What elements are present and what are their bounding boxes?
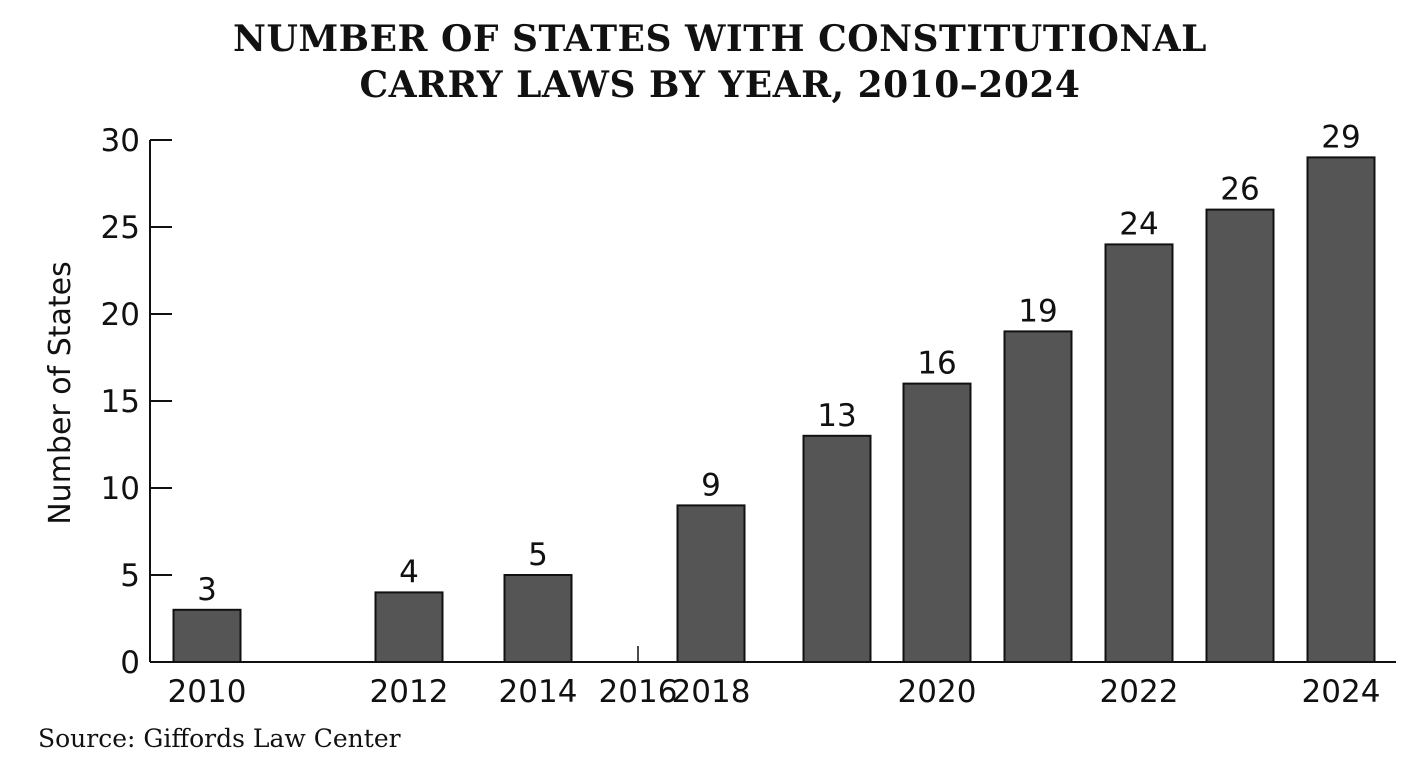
y-tick-label: 0 [120,645,140,681]
data-label-2024: 29 [1321,119,1360,155]
y-tick-label: 20 [101,297,140,333]
x-tick-label-2022: 2022 [1100,674,1179,710]
bar-2019 [802,434,872,663]
x-tick-label-2014: 2014 [499,674,578,710]
x-tick-label-2012: 2012 [370,674,449,710]
data-label-2014: 5 [528,537,548,573]
data-label-2020: 16 [917,346,956,382]
bar-2018 [676,504,746,663]
bar-2022 [1104,243,1174,663]
chart-title-line-2: CARRY LAWS BY YEAR, 2010–2024 [359,64,1081,106]
data-label-2010: 3 [197,572,217,608]
bar-2020 [902,382,972,663]
x-tick-label-2016: 2016 [599,674,678,710]
data-label-2022: 24 [1119,206,1158,242]
data-label-2012: 4 [399,554,419,590]
x-tick-label-2018: 2018 [672,674,751,710]
chart-title: NUMBER OF STATES WITH CONSTITUTIONAL CAR… [0,16,1408,108]
bar-2012 [374,591,444,664]
source-note: Source: Giffords Law Center [38,724,401,753]
y-axis-label: Number of States [43,261,78,525]
bar-2023 [1205,208,1275,663]
data-label-2023: 26 [1220,172,1259,208]
data-label-2018: 9 [701,467,721,503]
y-tick-label: 25 [101,210,140,246]
x-tick-label-2020: 2020 [898,674,977,710]
data-label-2019: 13 [817,398,856,434]
chart-title-line-1: NUMBER OF STATES WITH CONSTITUTIONAL [233,18,1207,60]
y-tick-label: 5 [120,558,140,594]
bar-2024 [1306,156,1376,663]
y-tick-label: 10 [101,471,140,507]
x-tick-label-2010: 2010 [168,674,247,710]
bar-2014 [503,574,573,663]
bar-2010 [172,608,242,663]
y-tick-label: 30 [101,123,140,159]
y-tick-label: 15 [101,384,140,420]
data-label-2021: 19 [1018,293,1057,329]
bar-2021 [1003,330,1073,663]
x-tick-label-2024: 2024 [1302,674,1381,710]
